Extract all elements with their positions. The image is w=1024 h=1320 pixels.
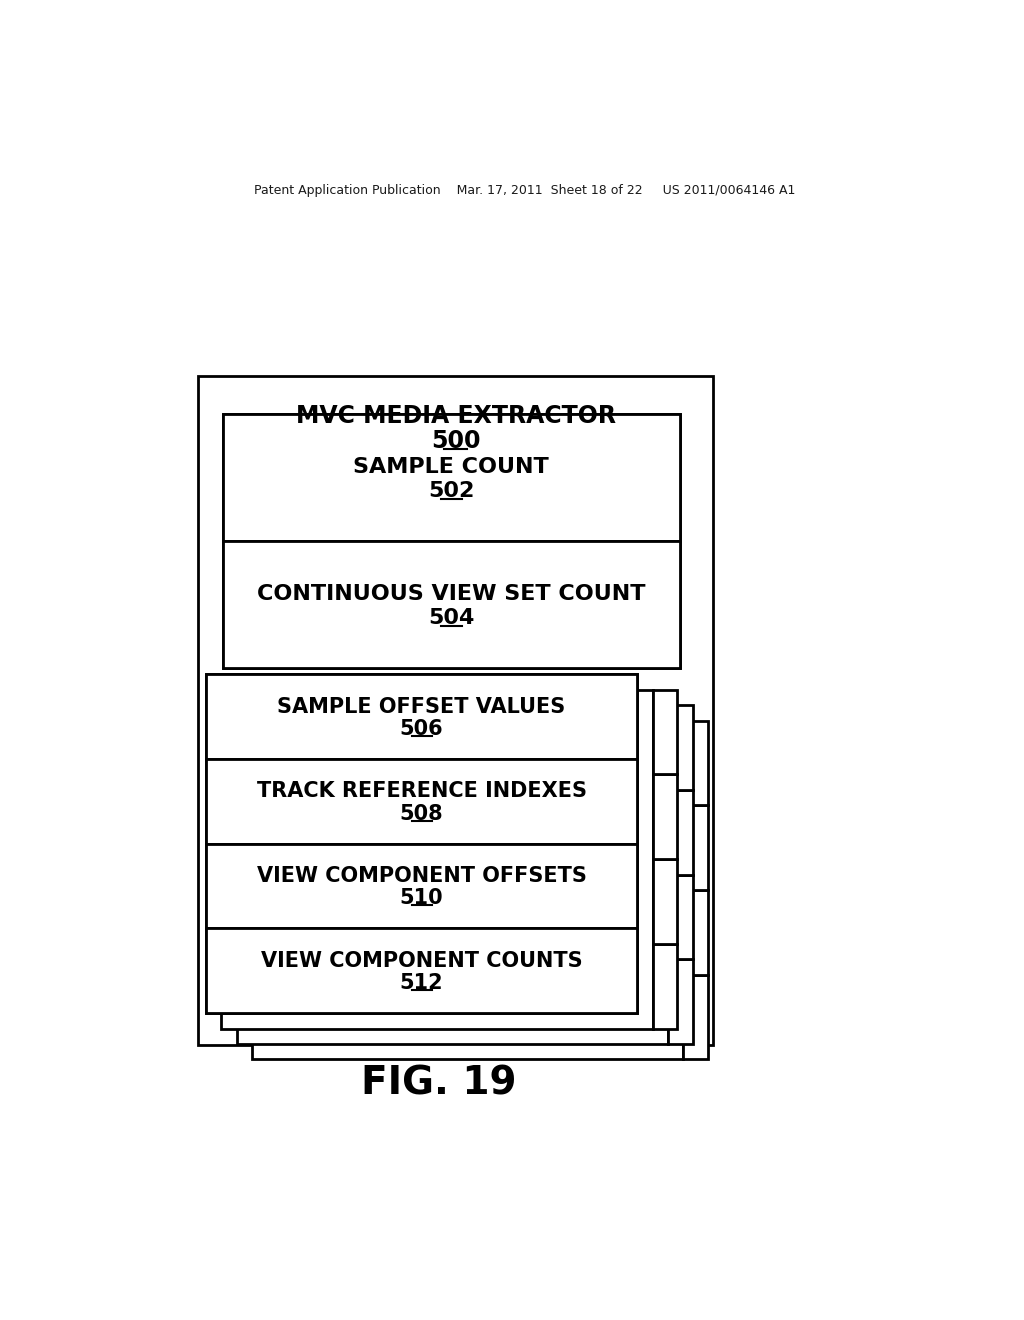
Text: 510: 510: [399, 888, 443, 908]
Bar: [206, 675, 637, 759]
Bar: [668, 875, 692, 960]
Bar: [223, 414, 680, 668]
Text: Patent Application Publication    Mar. 17, 2011  Sheet 18 of 22     US 2011/0064: Patent Application Publication Mar. 17, …: [254, 185, 796, 197]
Text: 502: 502: [428, 482, 474, 502]
Text: 506: 506: [399, 719, 443, 739]
Bar: [199, 376, 713, 1045]
Text: MVC MEDIA EXTRACTOR: MVC MEDIA EXTRACTOR: [296, 404, 615, 428]
Bar: [223, 541, 680, 668]
Bar: [652, 859, 677, 944]
Text: 504: 504: [428, 609, 474, 628]
Text: VIEW COMPONENT COUNTS: VIEW COMPONENT COUNTS: [261, 950, 583, 970]
Bar: [206, 928, 637, 1014]
Text: 500: 500: [431, 429, 480, 453]
Bar: [683, 721, 708, 805]
Bar: [683, 890, 708, 974]
Text: SAMPLE COUNT: SAMPLE COUNT: [353, 457, 549, 477]
Text: 508: 508: [399, 804, 443, 824]
Text: FIG. 19: FIG. 19: [360, 1065, 516, 1104]
Bar: [668, 705, 692, 789]
Bar: [221, 689, 652, 1028]
Bar: [252, 721, 683, 1059]
Bar: [652, 775, 677, 859]
Bar: [223, 414, 680, 541]
Bar: [683, 805, 708, 890]
Text: 512: 512: [399, 973, 443, 993]
Text: TRACK REFERENCE INDEXES: TRACK REFERENCE INDEXES: [257, 781, 587, 801]
Bar: [206, 759, 637, 843]
Text: CONTINUOUS VIEW SET COUNT: CONTINUOUS VIEW SET COUNT: [257, 583, 645, 603]
Bar: [206, 843, 637, 928]
Text: VIEW COMPONENT OFFSETS: VIEW COMPONENT OFFSETS: [257, 866, 587, 886]
Text: SAMPLE OFFSET VALUES: SAMPLE OFFSET VALUES: [278, 697, 565, 717]
Bar: [668, 789, 692, 875]
Bar: [652, 944, 677, 1028]
Bar: [206, 675, 637, 1014]
Bar: [652, 689, 677, 775]
Bar: [668, 960, 692, 1044]
Bar: [237, 705, 668, 1044]
Bar: [683, 974, 708, 1059]
